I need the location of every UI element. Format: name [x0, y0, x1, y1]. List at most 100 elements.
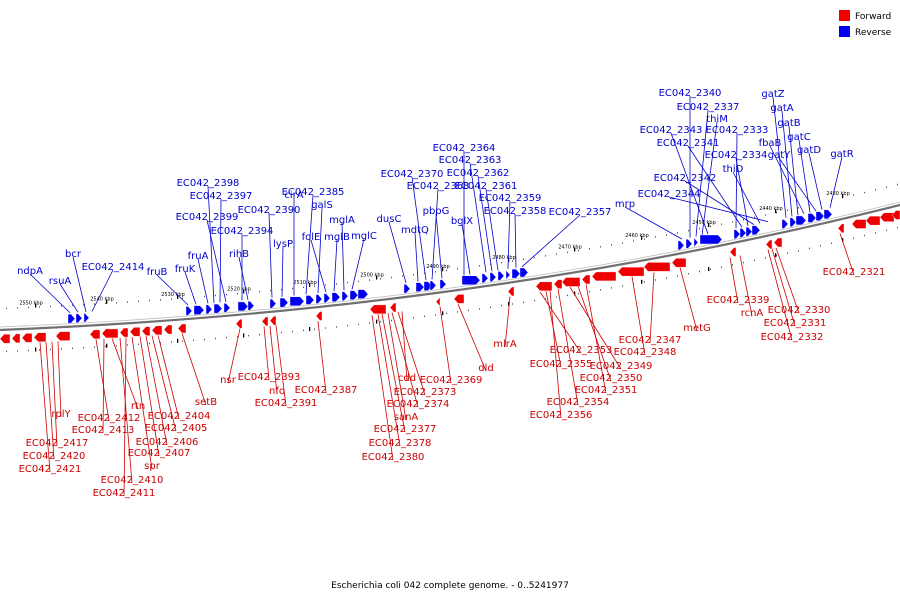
gene-label-ec042-2337: EC042_2337	[677, 102, 740, 113]
forward-gene-arrow	[837, 223, 845, 233]
reverse-gene-arrow	[83, 313, 90, 323]
minor-tick-upper	[589, 247, 590, 250]
minor-tick-upper	[721, 223, 722, 225]
reverse-gene-arrow	[699, 234, 723, 245]
reverse-gene-arrow	[223, 303, 231, 313]
minor-tick-lower	[237, 335, 238, 338]
leader-line	[333, 239, 338, 292]
gene-label-ec042-2387: EC042_2387	[295, 385, 358, 396]
leader-line	[414, 232, 419, 282]
minor-tick-lower	[61, 348, 62, 350]
leader-line	[263, 326, 270, 381]
legend-reverse-swatch	[839, 26, 850, 37]
minor-tick-lower	[820, 245, 821, 247]
minor-tick-lower	[380, 321, 381, 323]
forward-gene-arrow	[729, 247, 737, 257]
leader-line	[397, 311, 426, 396]
gene-label-ec042-2357: EC042_2357	[549, 207, 612, 218]
minor-tick-lower	[193, 339, 194, 342]
gene-label-mrp: mrp	[615, 199, 635, 210]
leader-line	[310, 239, 327, 293]
minor-tick-upper	[314, 285, 315, 287]
minor-tick-upper	[402, 275, 403, 277]
gene-label-ec042-2343: EC042_2343	[640, 125, 703, 136]
minor-tick-upper	[666, 234, 667, 236]
forward-gene-arrow	[865, 215, 881, 226]
leader-line	[305, 194, 314, 295]
leader-line	[227, 328, 241, 384]
forward-gene-arrow	[617, 266, 645, 277]
leader-line	[585, 284, 607, 394]
minor-tick-lower	[413, 317, 414, 319]
gene-label-gata: gatA	[770, 103, 793, 114]
leader-line	[388, 221, 407, 284]
gene-label-frua: fruA	[188, 251, 209, 262]
leader-line	[95, 339, 110, 422]
minor-tick-upper	[886, 186, 887, 188]
major-tick-lower	[35, 347, 37, 352]
leader-line	[514, 213, 517, 268]
minor-tick-lower	[17, 350, 18, 352]
gene-label-bcr: bcr	[65, 249, 82, 260]
minor-tick-lower	[611, 287, 612, 289]
gene-label-ec042-2421: EC042_2421	[19, 464, 82, 475]
gene-label-ec042-2411: EC042_2411	[93, 488, 156, 499]
reverse-gene-arrow	[505, 269, 511, 280]
gene-label-ec042-2405: EC042_2405	[145, 423, 208, 434]
minor-tick-lower	[435, 314, 436, 316]
minor-tick-upper	[732, 221, 733, 223]
reverse-gene-arrow	[733, 229, 741, 239]
minor-tick-upper	[83, 304, 84, 306]
major-tick-upper	[35, 303, 37, 308]
tick-label: 2440 kbp	[759, 206, 783, 212]
leader-line	[387, 313, 407, 421]
leader-line	[238, 256, 249, 301]
forward-gene-arrow	[269, 315, 277, 326]
minor-tick-upper	[424, 272, 425, 275]
minor-tick-upper	[875, 189, 876, 191]
leader-line	[679, 267, 698, 332]
legend-forward-swatch	[839, 10, 850, 21]
minor-tick-upper	[303, 286, 304, 289]
gene-label-ec042-2331: EC042_2331	[764, 318, 827, 329]
gene-label-gatd: gatD	[797, 145, 821, 156]
leader-line	[281, 246, 284, 297]
leader-line	[477, 175, 493, 272]
leader-line	[207, 185, 215, 303]
gene-label-fole: folE	[302, 232, 321, 243]
minor-tick-lower	[50, 348, 51, 351]
leader-line	[111, 338, 139, 410]
minor-tick-upper	[215, 294, 216, 297]
forward-gene-arrow	[535, 281, 553, 292]
minor-tick-lower	[446, 312, 447, 315]
tick-label: 2480 kbp	[492, 255, 516, 261]
minor-tick-lower	[501, 304, 502, 307]
leader-line	[268, 212, 273, 298]
leader-line	[29, 273, 71, 314]
reverse-gene-arrow	[185, 306, 193, 316]
tick-label: 2510 kbp	[293, 280, 317, 286]
minor-tick-upper	[545, 255, 546, 257]
minor-tick-upper	[787, 209, 788, 211]
minor-tick-upper	[358, 280, 359, 283]
gene-label-rsua: rsuA	[49, 276, 72, 287]
gene-label-rtn: rtn	[131, 401, 145, 412]
leader-line	[131, 336, 153, 470]
leader-line	[684, 180, 755, 225]
leader-line	[269, 325, 278, 395]
major-tick-lower	[508, 301, 510, 306]
minor-tick-lower	[457, 311, 458, 313]
minor-tick-lower	[391, 319, 392, 322]
major-ticks: 2550 kbp 2540 kbp 2530 kbp 2520 kbp 2510 kbp…	[19, 191, 850, 352]
gene-label-ec042-2390: EC042_2390	[238, 205, 301, 216]
leader-line	[778, 157, 817, 212]
gene-label-ec042-2347: EC042_2347	[619, 335, 682, 346]
minor-tick-lower	[325, 327, 326, 329]
minor-tick-lower	[6, 350, 7, 353]
gene-label-rihb: rihB	[229, 249, 249, 260]
minor-tick-lower	[589, 290, 590, 293]
forward-gene-arrow	[453, 294, 465, 304]
leader-line	[557, 289, 579, 406]
leader-line	[439, 306, 452, 384]
leader-line	[521, 214, 581, 268]
